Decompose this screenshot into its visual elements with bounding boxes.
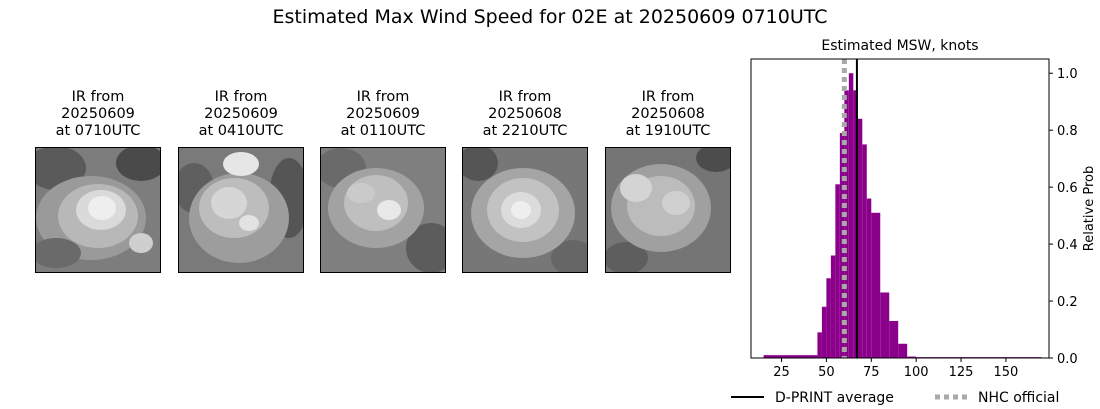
histogram-bar [880, 292, 890, 358]
ir-caption-time: at 0410UTC [198, 123, 284, 139]
ir-caption-line: IR from [498, 89, 552, 105]
ir-satellite-image [178, 147, 304, 273]
x-tick-label: 150 [994, 365, 1019, 380]
ir-caption-time: at 0710UTC [55, 123, 141, 139]
x-tick-label: 100 [904, 365, 929, 380]
histogram-bar [871, 212, 881, 358]
histogram-bar [830, 255, 836, 358]
ir-caption-5: IR from 20250608 at 1910UTC [605, 89, 731, 141]
ir-caption-line: IR from [214, 89, 268, 105]
ir-satellite-image-drawing [36, 148, 160, 272]
ir-satellite-image [320, 147, 446, 273]
y-tick-label: 0.6 [1057, 181, 1078, 196]
histogram-bar [821, 306, 827, 358]
histogram-bar [848, 73, 854, 358]
x-tick-label: 75 [863, 365, 880, 380]
histogram-bar [862, 144, 867, 358]
y-tick-label: 0.0 [1057, 352, 1078, 367]
histogram-bar [781, 355, 791, 358]
histogram-bar [866, 198, 872, 358]
ir-caption-1: IR from 20250609 at 0710UTC [35, 89, 161, 141]
histogram-bar [763, 355, 773, 358]
y-axis-label: Relative Prob [1082, 166, 1097, 251]
ir-satellite-image-drawing [321, 148, 445, 272]
histogram-bar [857, 118, 863, 358]
histogram-bar [889, 320, 899, 358]
figure-title: Estimated Max Wind Speed for 02E at 2025… [272, 6, 828, 28]
histogram-bar [898, 343, 908, 358]
histogram-bar [853, 90, 858, 359]
histogram-bar [808, 355, 818, 358]
x-tick-label: 50 [818, 365, 835, 380]
y-tick-label: 1.0 [1057, 67, 1078, 82]
histogram-bar [835, 184, 840, 358]
histogram-bar [772, 355, 782, 358]
ir-caption-2: IR from 20250609 at 0410UTC [178, 89, 304, 141]
histogram-bar [817, 332, 822, 358]
plot-frame [750, 58, 1050, 359]
ir-caption-date: 20250608 [631, 106, 705, 122]
histogram-bar [826, 278, 831, 358]
ir-caption-4: IR from 20250608 at 2210UTC [462, 89, 588, 141]
y-tick-label: 0.8 [1057, 124, 1078, 139]
y-tick-label: 0.4 [1057, 238, 1078, 253]
ir-panel-5: IR from 20250608 at 1910UTC [605, 89, 731, 273]
legend-nhc-label: NHC official [978, 390, 1059, 406]
ir-panel-4: IR from 20250608 at 2210UTC [462, 89, 588, 273]
ir-panel-2: IR from 20250609 at 0410UTC [178, 89, 304, 273]
ir-satellite-image-drawing [606, 148, 730, 272]
ir-panel-3: IR from 20250609 at 0110UTC [320, 89, 446, 273]
ir-panel-1: IR from 20250609 at 0710UTC [35, 89, 161, 273]
x-tick-label: 125 [949, 365, 974, 380]
ir-caption-time: at 1910UTC [625, 123, 711, 139]
histogram-bars [763, 73, 1042, 359]
legend: D-PRINT average NHC official [731, 390, 1059, 406]
ir-caption-line: IR from [356, 89, 410, 105]
y-axis-ticks: 0.0 0.2 0.4 0.6 0.8 1.0 [1049, 67, 1078, 367]
histogram-bar [839, 133, 845, 358]
ir-satellite-image [35, 147, 161, 273]
ir-caption-date: 20250609 [61, 106, 135, 122]
y-tick-label: 0.2 [1057, 295, 1078, 310]
ir-caption-date: 20250609 [204, 106, 278, 122]
ir-satellite-image [462, 147, 588, 273]
histogram-bar [907, 356, 917, 358]
histogram-bar [790, 355, 800, 358]
ir-caption-line: IR from [71, 89, 125, 105]
ir-satellite-image-drawing [463, 148, 587, 272]
x-tick-label: 25 [773, 365, 790, 380]
ir-caption-date: 20250608 [488, 106, 562, 122]
histogram-bar [799, 355, 809, 358]
ir-caption-line: IR from [641, 89, 695, 105]
ir-caption-time: at 0110UTC [340, 123, 426, 139]
legend-dprint-label: D-PRINT average [775, 390, 894, 406]
ir-caption-date: 20250609 [346, 106, 420, 122]
ir-satellite-image [605, 147, 731, 273]
chart-title: Estimated MSW, knots [821, 38, 978, 54]
ir-caption-time: at 2210UTC [482, 123, 568, 139]
x-axis-ticks: 25 50 75 100 125 150 [773, 358, 1018, 380]
ir-caption-3: IR from 20250609 at 0110UTC [320, 89, 446, 141]
ir-satellite-image-drawing [179, 148, 303, 272]
